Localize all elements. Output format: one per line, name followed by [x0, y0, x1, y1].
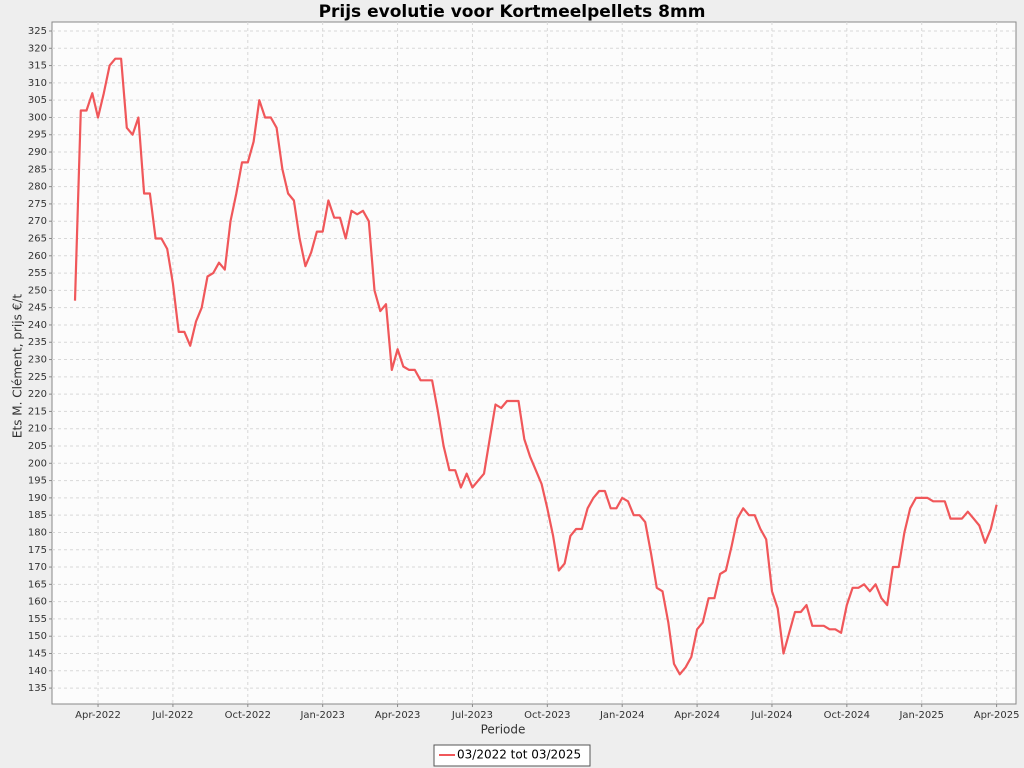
- y-tick-label: 145: [28, 649, 47, 660]
- y-tick-label: 195: [28, 476, 47, 487]
- x-tick-label: Apr-2023: [375, 710, 421, 721]
- y-tick-label: 175: [28, 545, 47, 556]
- y-tick-label: 300: [28, 112, 47, 123]
- marks: [73, 57, 998, 676]
- y-tick-label: 320: [28, 43, 47, 54]
- y-tick-label: 325: [28, 26, 47, 37]
- y-tick-label: 315: [28, 61, 47, 72]
- x-tick-label: Jan-2025: [898, 710, 943, 721]
- y-tick-label: 160: [28, 597, 47, 608]
- y-tick-label: 135: [28, 683, 47, 694]
- y-tick-label: 230: [28, 355, 47, 366]
- y-tick-label: 260: [28, 251, 47, 262]
- x-tick-label: Jan-2023: [299, 710, 344, 721]
- plot-area: [51, 21, 1017, 705]
- x-tick-label: Apr-2022: [75, 710, 121, 721]
- legend-label: 03/2022 tot 03/2025: [457, 748, 581, 762]
- y-tick-label: 205: [28, 441, 47, 452]
- y-tick-label: 185: [28, 510, 47, 521]
- x-tick-label: Jan-2024: [599, 710, 644, 721]
- y-tick-label: 285: [28, 164, 47, 175]
- x-tick-label: Oct-2022: [225, 710, 271, 721]
- y-tick-label: 165: [28, 579, 47, 590]
- x-axis-label: Periode: [481, 723, 526, 737]
- grid: [52, 22, 1016, 704]
- y-tick-label: 150: [28, 631, 47, 642]
- x-tick-label: Apr-2025: [974, 710, 1020, 721]
- y-tick-label: 155: [28, 614, 47, 625]
- y-tick-label: 275: [28, 199, 47, 210]
- x-tick-label: Oct-2024: [824, 710, 870, 721]
- y-tick-label: 295: [28, 130, 47, 141]
- y-tick-label: 170: [28, 562, 47, 573]
- y-tick-label: 270: [28, 216, 47, 227]
- chart-title: Prijs evolutie voor Kortmeelpellets 8mm: [319, 2, 706, 22]
- y-tick-label: 180: [28, 527, 47, 538]
- x-tick-label: Oct-2023: [524, 710, 570, 721]
- y-tick-label: 240: [28, 320, 47, 331]
- y-tick-label: 210: [28, 424, 47, 435]
- y-tick-label: 245: [28, 303, 47, 314]
- x-tick-label: Jul-2024: [750, 710, 792, 721]
- y-tick-label: 310: [28, 78, 47, 89]
- y-axis-label: Ets M. Clément, prijs €/t: [11, 294, 25, 438]
- y-tick-label: 305: [28, 95, 47, 106]
- legend: [433, 744, 591, 767]
- y-tick-label: 280: [28, 182, 47, 193]
- y-tick-label: 215: [28, 406, 47, 417]
- x-tick-label: Apr-2024: [674, 710, 720, 721]
- y-tick-label: 140: [28, 666, 47, 677]
- y-tick-label: 200: [28, 458, 47, 469]
- y-tick-label: 290: [28, 147, 47, 158]
- y-tick-label: 250: [28, 285, 47, 296]
- x-tick-label: Jul-2022: [151, 710, 193, 721]
- y-tick-label: 220: [28, 389, 47, 400]
- series-line: [73, 57, 998, 676]
- y-tick-label: 190: [28, 493, 47, 504]
- y-tick-label: 255: [28, 268, 47, 279]
- y-tick-label: 225: [28, 372, 47, 383]
- y-tick-label: 235: [28, 337, 47, 348]
- x-tick-label: Jul-2023: [451, 710, 493, 721]
- y-tick-label: 265: [28, 233, 47, 244]
